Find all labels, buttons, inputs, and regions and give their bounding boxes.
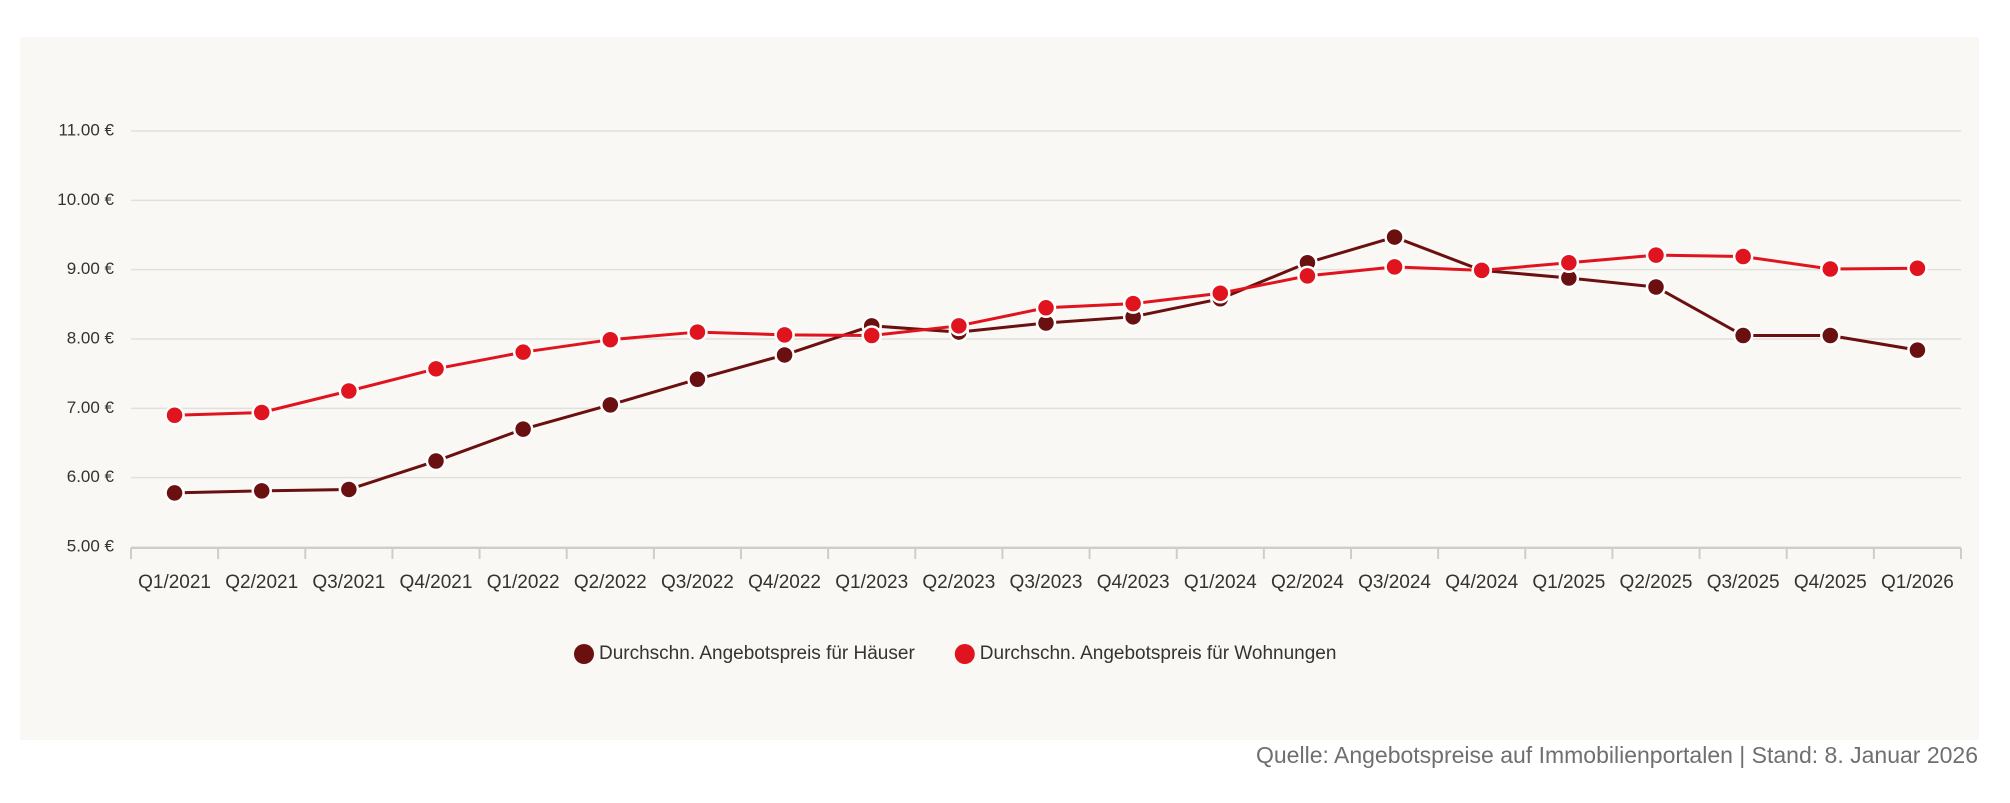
data-point [512, 341, 534, 363]
data-point [948, 315, 970, 337]
data-point [425, 358, 447, 380]
source-note: Quelle: Angebotspreise auf Immobilienpor… [1256, 742, 1978, 768]
y-tick-label: 6.00 € [67, 467, 115, 486]
data-point [164, 482, 185, 504]
data-point [861, 325, 882, 346]
x-tick-label: Q3/2022 [661, 572, 734, 593]
legend-label[interactable]: Durchschn. Angebotspreis für Häuser [599, 643, 915, 664]
data-point [600, 329, 621, 350]
x-tick-label: Q2/2024 [1271, 572, 1344, 593]
x-tick-label: Q1/2025 [1532, 572, 1605, 593]
data-point [251, 402, 272, 423]
x-tick-label: Q2/2022 [574, 572, 647, 593]
data-point [687, 368, 708, 390]
legend-marker [574, 644, 594, 664]
x-tick-label: Q2/2021 [225, 572, 298, 593]
data-point [251, 480, 272, 502]
y-tick-label: 5.00 € [67, 536, 115, 555]
data-point [687, 321, 708, 343]
data-point [1820, 325, 1841, 346]
data-point [512, 418, 534, 440]
x-tick-label: Q4/2023 [1097, 572, 1170, 593]
data-point [1035, 297, 1057, 319]
legend-label[interactable]: Durchschn. Angebotspreis für Wohnungen [980, 643, 1337, 664]
x-tick-label: Q4/2021 [400, 572, 473, 593]
x-tick-label: Q3/2023 [1010, 572, 1083, 593]
x-tick-label: Q4/2022 [748, 572, 821, 593]
chart-background [20, 37, 1979, 740]
data-point [1907, 339, 1928, 361]
data-point [164, 405, 185, 426]
data-point [338, 380, 360, 402]
x-tick-label: Q2/2023 [922, 572, 995, 593]
x-tick-label: Q3/2025 [1707, 572, 1780, 593]
data-point [1384, 256, 1405, 278]
y-tick-label: 8.00 € [67, 328, 115, 347]
data-point [1732, 246, 1754, 267]
data-point [1122, 293, 1144, 314]
x-tick-label: Q2/2025 [1620, 572, 1693, 593]
x-tick-label: Q1/2023 [835, 572, 908, 593]
data-point [774, 344, 795, 366]
data-point [1297, 265, 1318, 287]
x-tick-label: Q1/2021 [138, 572, 211, 593]
legend-marker [954, 644, 975, 664]
data-point [1471, 260, 1492, 281]
y-tick-label: 10.00 € [57, 190, 114, 209]
data-point [1907, 258, 1928, 279]
data-point [425, 450, 447, 472]
x-tick-label: Q1/2026 [1881, 572, 1954, 593]
data-point [1645, 276, 1667, 298]
data-point [1732, 325, 1754, 346]
x-tick-label: Q3/2021 [312, 572, 385, 593]
x-tick-label: Q1/2024 [1184, 572, 1257, 593]
data-point [1210, 282, 1231, 304]
x-tick-label: Q1/2022 [487, 572, 560, 593]
x-tick-label: Q4/2024 [1445, 572, 1518, 593]
data-point [774, 324, 795, 346]
y-tick-label: 11.00 € [59, 120, 115, 139]
y-tick-label: 7.00 € [67, 398, 115, 417]
x-tick-label: Q3/2024 [1358, 572, 1431, 593]
y-tick-label: 9.00 € [67, 259, 115, 278]
x-tick-label: Q4/2025 [1794, 572, 1867, 593]
data-point [600, 394, 621, 416]
data-point [1645, 244, 1667, 266]
data-point [1820, 258, 1841, 280]
data-point [1558, 252, 1580, 273]
data-point [1384, 226, 1405, 248]
data-point [338, 479, 360, 500]
